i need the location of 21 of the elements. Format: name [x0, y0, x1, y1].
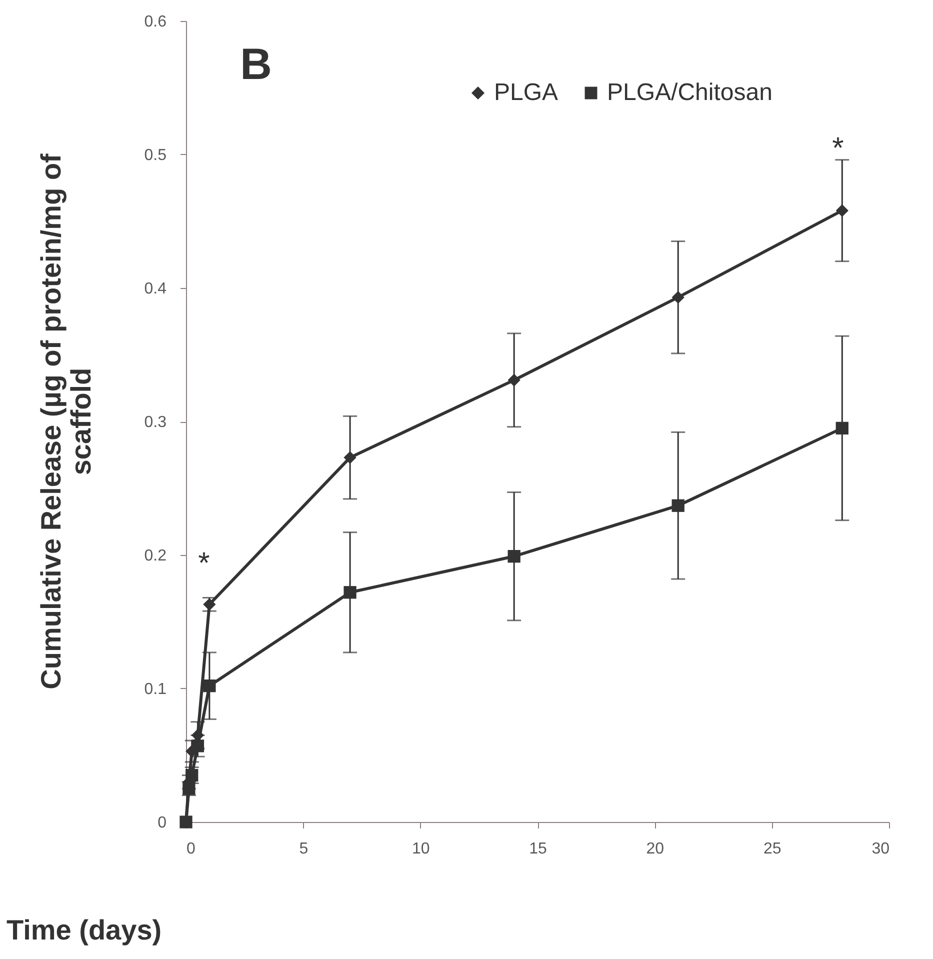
x-tick-label: 5 [299, 840, 308, 858]
annotation: * [198, 547, 210, 580]
annotation: * [832, 132, 844, 165]
legend-label: PLGA/Chitosan [607, 79, 772, 106]
y-tick-label: 0.1 [144, 681, 167, 698]
y-tick-label: 0.5 [144, 147, 167, 164]
x-axis-title: Time (days) [6, 914, 162, 946]
y-tick-label: 0 [158, 814, 167, 832]
x-tick-label: 20 [646, 840, 664, 858]
y-tick-label: 0.3 [144, 414, 167, 431]
x-tick-label: 0 [186, 840, 196, 858]
x-tick-label: 15 [529, 840, 547, 858]
x-tick-label: 30 [872, 840, 890, 858]
legend-label: PLGA [494, 79, 558, 106]
y-tick-label: 0.4 [144, 280, 167, 298]
y-axis-title: Cumulative Release (µg of protein/mg of scaffold [36, 152, 96, 690]
y-tick-label: 0.6 [144, 14, 167, 30]
annotation: B [240, 40, 272, 89]
x-tick-label: 10 [412, 840, 430, 858]
x-tick-label: 25 [763, 840, 782, 858]
y-tick-label: 0.2 [144, 548, 167, 564]
